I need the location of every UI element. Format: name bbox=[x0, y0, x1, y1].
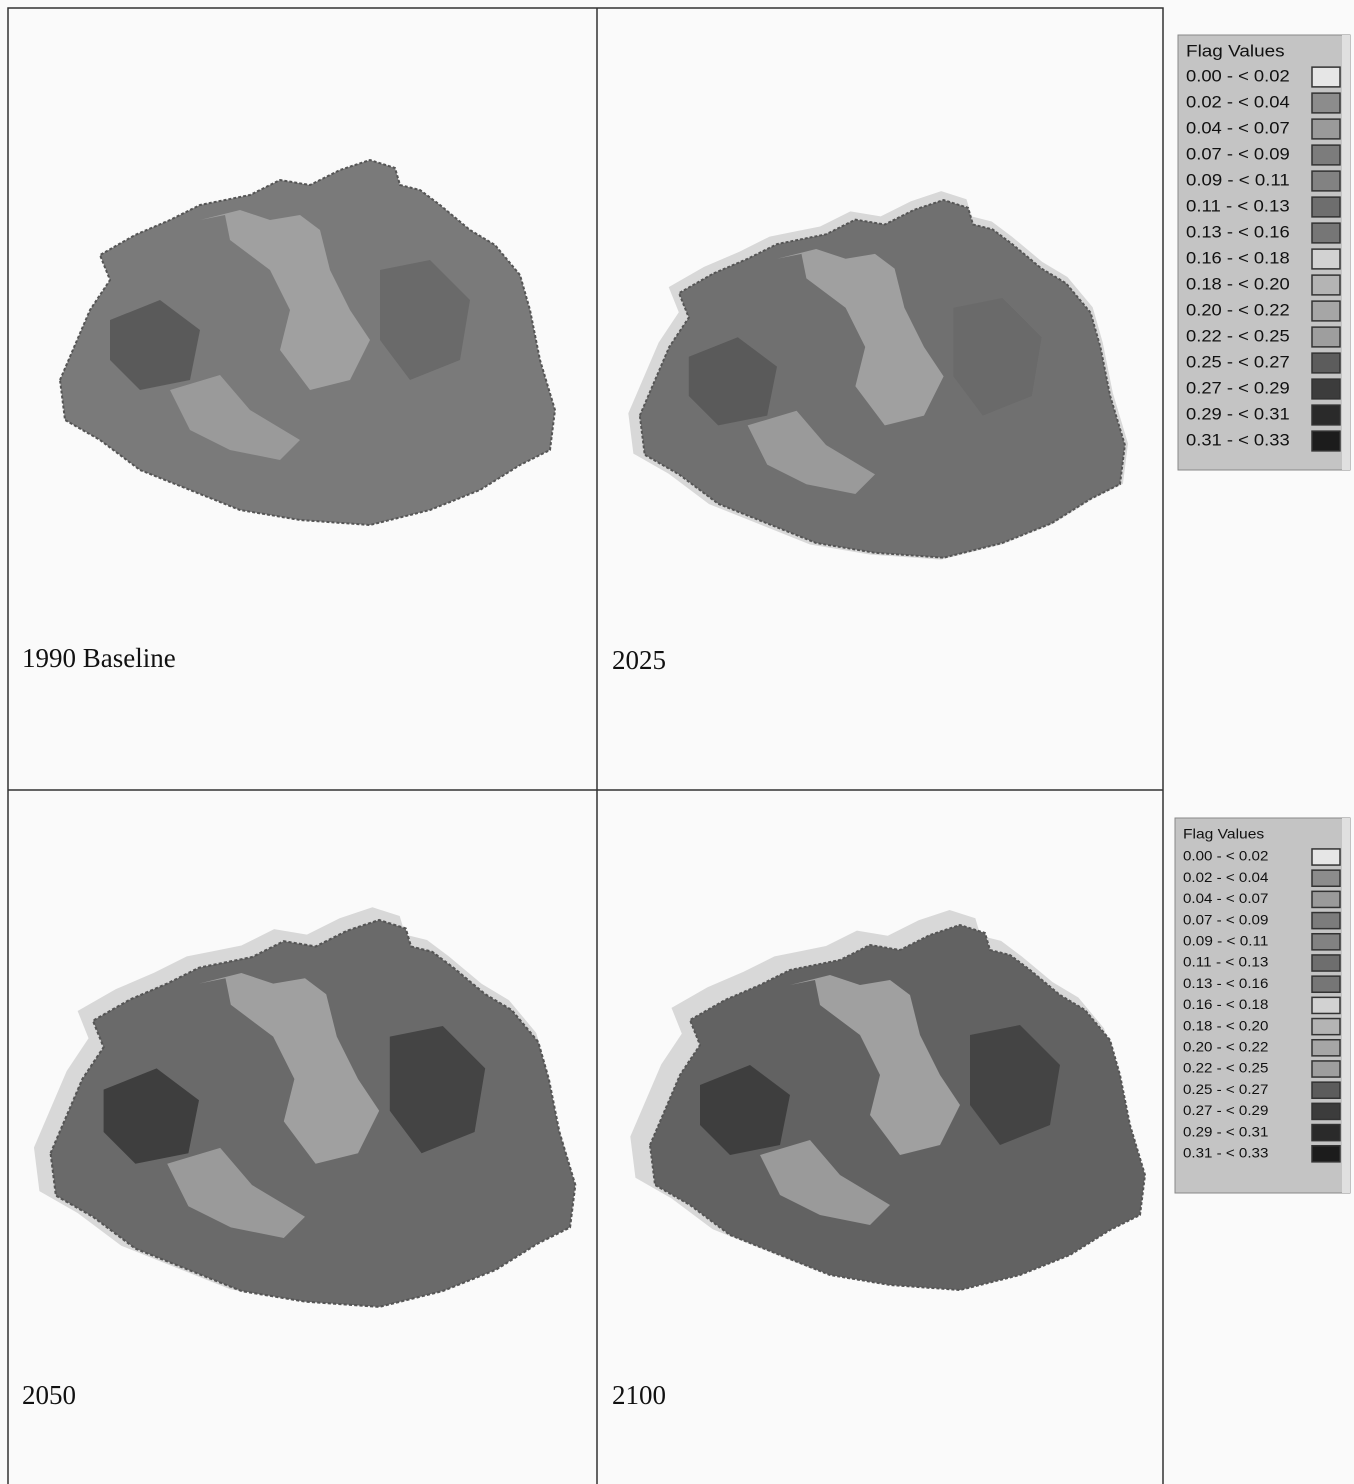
legend-label: 0.11 - < 0.13 bbox=[1183, 954, 1269, 970]
legend-swatch bbox=[1312, 1125, 1340, 1141]
legend-swatch bbox=[1312, 1082, 1340, 1098]
legend-label: 0.16 - < 0.18 bbox=[1186, 248, 1290, 267]
legend-label: 0.13 - < 0.16 bbox=[1183, 975, 1269, 991]
legend-label: 0.09 - < 0.11 bbox=[1186, 170, 1290, 189]
legend-label: 0.31 - < 0.33 bbox=[1186, 430, 1290, 449]
legend-label: 0.16 - < 0.18 bbox=[1183, 996, 1269, 1012]
legend-swatch bbox=[1312, 145, 1340, 165]
legend-swatch bbox=[1312, 197, 1340, 217]
legend-swatch bbox=[1312, 301, 1340, 321]
legend-label: 0.13 - < 0.16 bbox=[1186, 222, 1290, 241]
legend-label: 0.07 - < 0.09 bbox=[1183, 911, 1269, 927]
legend-swatch bbox=[1312, 93, 1340, 113]
legend-label: 0.25 - < 0.27 bbox=[1183, 1081, 1269, 1097]
legend-label: 0.09 - < 0.11 bbox=[1183, 933, 1269, 949]
legend-swatch bbox=[1312, 1040, 1340, 1056]
legend-swatch bbox=[1312, 955, 1340, 971]
legend-label: 0.22 - < 0.25 bbox=[1186, 326, 1290, 345]
legend-swatch bbox=[1312, 1019, 1340, 1035]
legend-title: Flag Values bbox=[1183, 826, 1264, 842]
legend-label: 0.20 - < 0.22 bbox=[1183, 1039, 1269, 1055]
legend-label: 0.02 - < 0.04 bbox=[1186, 92, 1290, 111]
legend-swatch bbox=[1312, 223, 1340, 243]
legend-label: 0.18 - < 0.20 bbox=[1186, 274, 1290, 293]
legend-swatch bbox=[1312, 249, 1340, 269]
map bbox=[60, 160, 555, 525]
legend-label: 0.00 - < 0.02 bbox=[1183, 848, 1269, 864]
legend-swatch bbox=[1312, 891, 1340, 907]
legend-label: 0.02 - < 0.04 bbox=[1183, 869, 1269, 885]
map bbox=[628, 191, 1128, 559]
legend-label: 0.29 - < 0.31 bbox=[1186, 404, 1290, 423]
legend-swatch bbox=[1312, 275, 1340, 295]
legend-swatch bbox=[1312, 431, 1340, 451]
legend-title: Flag Values bbox=[1186, 41, 1285, 60]
page: 1990 Baseline 2025 2050 2100 Flag Values 0.00… bbox=[0, 0, 1354, 1484]
legend-label: 0.11 - < 0.13 bbox=[1186, 196, 1290, 215]
legend-label: 0.31 - < 0.33 bbox=[1183, 1145, 1269, 1161]
panel-label: 2025 bbox=[612, 645, 666, 675]
legend-label: 0.18 - < 0.20 bbox=[1183, 1017, 1269, 1033]
legend-swatch bbox=[1312, 870, 1340, 886]
legend: Flag Values 0.00 - < 0.02 0.02 - < 0.04 0.0… bbox=[1175, 818, 1350, 1193]
legend-label: 0.27 - < 0.29 bbox=[1186, 378, 1290, 397]
legend-label: 0.25 - < 0.27 bbox=[1186, 352, 1290, 371]
legend-swatch bbox=[1312, 327, 1340, 347]
legend-label: 0.04 - < 0.07 bbox=[1183, 890, 1269, 906]
legend-swatch bbox=[1312, 1061, 1340, 1077]
legend-label: 0.20 - < 0.22 bbox=[1186, 300, 1290, 319]
map bbox=[34, 907, 575, 1307]
legend-swatch bbox=[1312, 849, 1340, 865]
legend-label: 0.00 - < 0.02 bbox=[1186, 66, 1290, 85]
legend-edge bbox=[1342, 818, 1350, 1193]
figure: 1990 Baseline 2025 2050 2100 Flag Values 0.00… bbox=[0, 0, 1354, 1484]
legend-swatch bbox=[1312, 976, 1340, 992]
panel-label: 1990 Baseline bbox=[22, 643, 176, 673]
legend-swatch bbox=[1312, 353, 1340, 373]
legend-swatch bbox=[1312, 934, 1340, 950]
legend-swatch bbox=[1312, 1146, 1340, 1162]
legend-label: 0.29 - < 0.31 bbox=[1183, 1123, 1269, 1139]
legend-label: 0.04 - < 0.07 bbox=[1186, 118, 1290, 137]
legend-swatch bbox=[1312, 119, 1340, 139]
map bbox=[630, 910, 1145, 1290]
panel-label: 2100 bbox=[612, 1380, 666, 1410]
legend-swatch bbox=[1312, 67, 1340, 87]
legend-swatch bbox=[1312, 997, 1340, 1013]
legend: Flag Values 0.00 - < 0.02 0.02 - < 0.04 0.0… bbox=[1178, 35, 1350, 470]
legend-label: 0.22 - < 0.25 bbox=[1183, 1060, 1269, 1076]
legend-edge bbox=[1342, 35, 1350, 470]
legend-swatch bbox=[1312, 913, 1340, 929]
legend-swatch bbox=[1312, 379, 1340, 399]
panel-label: 2050 bbox=[22, 1380, 76, 1410]
legend-swatch bbox=[1312, 1103, 1340, 1119]
legend-swatch bbox=[1312, 171, 1340, 191]
legend-label: 0.07 - < 0.09 bbox=[1186, 144, 1290, 163]
legend-label: 0.27 - < 0.29 bbox=[1183, 1102, 1269, 1118]
legend-swatch bbox=[1312, 405, 1340, 425]
